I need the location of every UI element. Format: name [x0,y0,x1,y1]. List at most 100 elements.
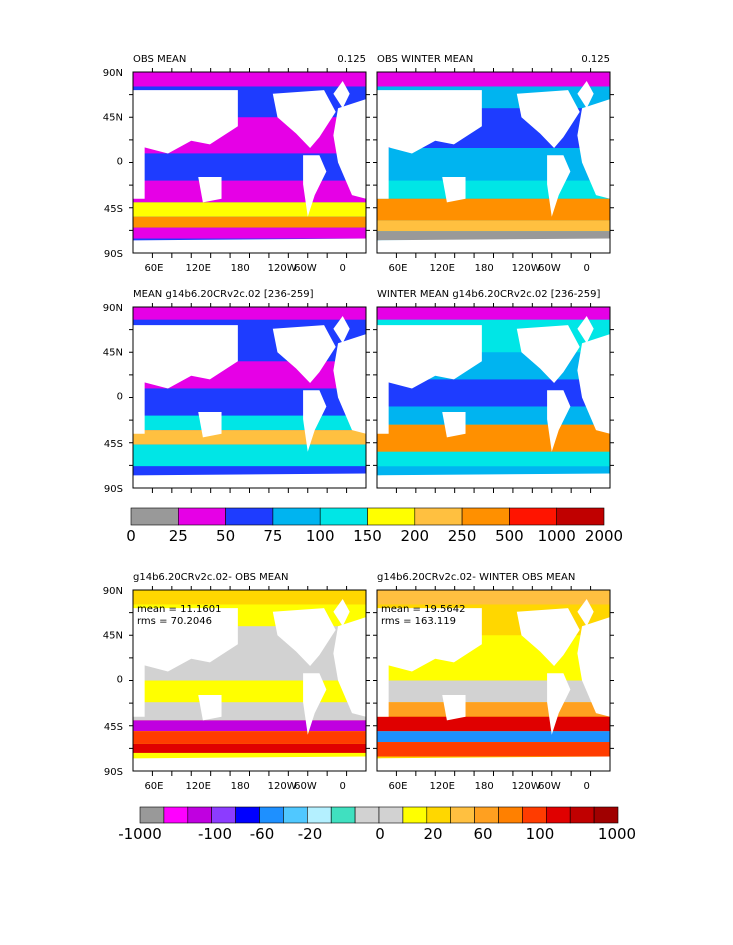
field-band [133,430,366,445]
land [272,608,336,667]
lon-label: 60W [538,781,561,792]
map-panel: g14b6.20CRv2c.02- OBS MEAN 90N 45N 0 45S 90S 6… [103,572,370,792]
land [133,90,238,154]
colorbar-label: 200 [400,527,429,545]
colorbar-label: 1000 [598,825,636,843]
field-band [133,180,366,203]
land [198,694,222,721]
land [272,90,336,149]
field-band [133,72,366,87]
land [303,390,327,452]
lat-label: 0 [117,675,123,686]
colorbar-label: -1000 [118,825,162,843]
lat-label: 90S [104,767,123,778]
colorbar-swatch [509,507,557,526]
colorbar-swatch [556,507,605,526]
colorbar-swatch [522,806,547,824]
colorbar-swatch [354,806,380,824]
field-band [133,680,366,699]
field-band [133,702,366,721]
lat-label: 45N [103,630,123,641]
land [377,325,482,389]
land [377,238,610,253]
colorbar-label: 25 [169,527,188,545]
field-band [133,590,366,605]
colorbar-swatch [130,507,179,526]
field-band [133,731,366,744]
colorbar-label: 100 [306,527,335,545]
map-field [133,72,366,253]
land [333,316,350,344]
field-band [377,466,610,476]
colorbar-swatch [272,507,321,526]
colorbar-swatch [498,806,523,824]
land [198,176,222,203]
lat-label: 90N [103,303,123,314]
map-field [377,590,610,771]
lon-label: 120E [186,781,211,792]
panel-title: OBS WINTER MEAN [377,54,473,65]
lat-label: 45S [104,439,123,450]
land [133,653,145,717]
colorbar-swatch [330,806,356,824]
field-band [377,716,610,732]
lon-label: 60E [388,781,407,792]
land [516,325,580,384]
land [577,316,594,344]
field-band [133,216,366,228]
colorbar-swatch [545,806,571,824]
colorbar: -1000 -100 -60 -20 0 20 60 100 1000 [118,806,636,843]
colorbar-label: 1000 [538,527,576,545]
map-panel: MEAN g14b6.20CRv2c.02 [236-259] 90N 45N 0 45… [103,289,370,495]
land [442,411,466,438]
lat-label: 45S [104,722,123,733]
colorbar-swatch [569,806,595,824]
land [377,135,389,199]
panel-stat: rms = 70.2046 [137,616,212,627]
map-field [133,590,366,771]
colorbar-swatch [225,507,274,526]
field-band [377,742,610,757]
panel-title: g14b6.20CRv2c.02- OBS MEAN [133,572,288,583]
field-band [377,198,610,221]
colorbar-swatch [259,806,284,824]
colorbar-swatch [235,806,260,824]
colorbar-label: -20 [298,825,323,843]
land [133,370,145,434]
panel-stat: rms = 163.119 [381,616,456,627]
lon-label: 60W [538,263,561,274]
lon-label: 180 [475,781,494,792]
colorbar-label: 150 [353,527,382,545]
colorbar-swatch [283,806,308,824]
land [333,81,350,109]
colorbar-label: 100 [526,825,555,843]
land [377,653,389,717]
lon-label: 0 [584,263,590,274]
lat-label: 45N [103,112,123,123]
field-band [133,202,366,217]
lon-label: 180 [231,781,250,792]
panel-title: OBS MEAN [133,54,186,65]
map-panel: WINTER MEAN g14b6.20CRv2c.02 [236-259] [373,289,614,493]
map-field [133,307,366,488]
map-field [377,72,610,253]
land [303,155,327,217]
lon-label: 60E [144,781,163,792]
lon-label: 0 [584,781,590,792]
lon-label: 120W [268,781,297,792]
field-band [377,680,610,703]
lat-label: 90S [104,249,123,260]
colorbar: 0 25 50 75 100 150 200 250 500 1000 2000 [126,507,623,545]
colorbar-label: 500 [495,527,524,545]
panel-title: WINTER MEAN g14b6.20CRv2c.02 [236-259] [377,289,600,300]
colorbar-swatch [139,806,165,824]
field-band [133,415,366,431]
field-band [133,466,366,476]
colorbar-swatch [593,806,619,824]
land [377,90,482,154]
land [577,334,610,434]
colorbar-swatch [163,806,189,824]
colorbar-swatch [378,806,404,824]
field-band [377,148,610,177]
land [547,390,571,452]
